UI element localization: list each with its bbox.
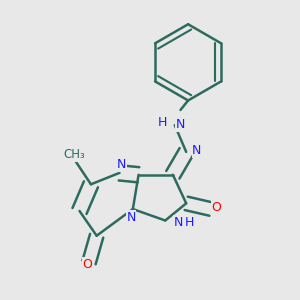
Text: N: N (192, 144, 202, 157)
Text: CH₃: CH₃ (63, 148, 85, 161)
Text: H: H (184, 216, 194, 229)
Text: O: O (82, 258, 92, 271)
Text: N: N (117, 158, 126, 171)
Text: O: O (212, 201, 222, 214)
Text: H: H (158, 116, 167, 129)
Text: N: N (174, 216, 183, 229)
Text: N: N (126, 211, 136, 224)
Text: N: N (176, 118, 185, 131)
